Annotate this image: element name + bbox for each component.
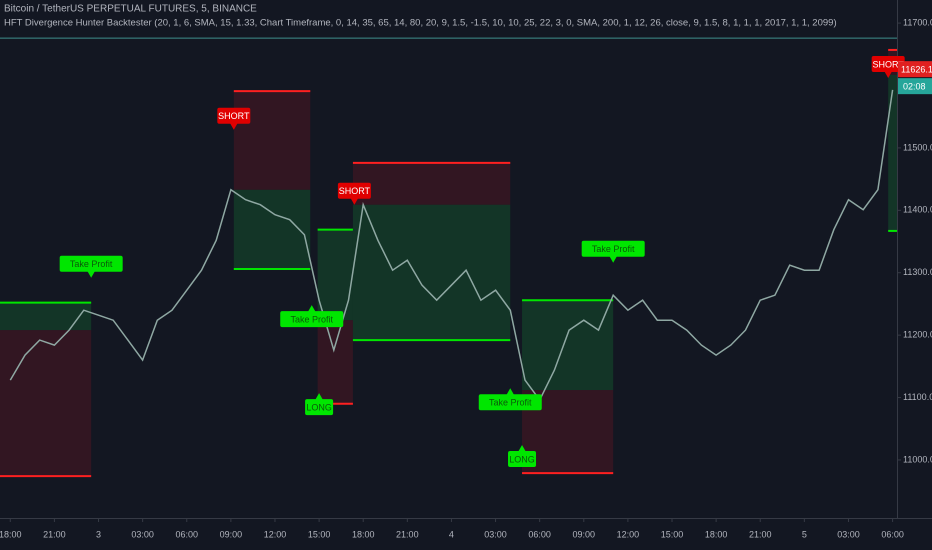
x-tick-label: 03:00 xyxy=(484,529,507,539)
x-tick-label: 21:00 xyxy=(43,529,66,539)
x-tick-label: 06:00 xyxy=(881,529,904,539)
x-tick-label: 06:00 xyxy=(528,529,551,539)
target-zone xyxy=(522,300,614,391)
stop-zone xyxy=(352,162,511,205)
x-tick-label: 06:00 xyxy=(175,529,198,539)
signal-label: Take Profit xyxy=(290,315,333,325)
signal-box xyxy=(217,107,251,124)
x-tick-label: 18:00 xyxy=(352,529,375,539)
x-tick-label: 15:00 xyxy=(661,529,684,539)
signal-box xyxy=(581,240,645,257)
signal-pointer xyxy=(518,444,527,452)
x-tick-label: 09:00 xyxy=(573,529,596,539)
signal-pointer xyxy=(87,270,96,278)
y-tick-label: 11500.00 xyxy=(903,142,932,152)
y-tick-label: 11000.00 xyxy=(903,454,932,464)
signal-box xyxy=(871,56,905,73)
x-tick-label: 18:00 xyxy=(705,529,728,539)
signal-label: Take Profit xyxy=(592,244,635,254)
x-tick-label: 18:00 xyxy=(0,529,22,539)
x-tick-label: 09:00 xyxy=(220,529,243,539)
signal-label: SHORT xyxy=(339,186,371,196)
signal-pointer xyxy=(350,197,359,205)
stop-zone xyxy=(317,320,353,404)
signal-pointer xyxy=(229,122,238,130)
signal-label: SHORT xyxy=(218,111,250,121)
stop-zone xyxy=(0,330,92,477)
signal-box xyxy=(337,182,371,199)
signal-pointer xyxy=(315,393,324,401)
signal-box xyxy=(280,311,344,328)
signal-box xyxy=(478,394,542,411)
signal-box xyxy=(305,399,334,416)
plot: Take Profit SHORT Take Profit LONG SHORT Take… xyxy=(0,37,905,478)
x-tick-label: 4 xyxy=(449,529,454,539)
signal-pointer xyxy=(307,305,316,313)
signal-pointer xyxy=(884,71,893,79)
signal-label: LONG xyxy=(306,403,332,413)
target-zone xyxy=(0,302,92,331)
x-tick-label: 03:00 xyxy=(837,529,860,539)
chart-title: Bitcoin / TetherUS PERPETUAL FUTURES, 5,… xyxy=(4,4,257,15)
indicator-legend: HFT Divergence Hunter Backtester (20, 1,… xyxy=(4,18,837,29)
signal-label: SHORT xyxy=(873,59,905,69)
signal-box xyxy=(59,255,123,272)
y-tick-label: 11200.00 xyxy=(903,330,932,340)
x-tick-label: 03:00 xyxy=(131,529,154,539)
countdown-label: 02:08 xyxy=(903,82,926,92)
x-tick-label: 12:00 xyxy=(264,529,287,539)
target-zone xyxy=(233,189,311,269)
signal-label: Take Profit xyxy=(70,259,113,269)
x-tick-label: 12:00 xyxy=(617,529,640,539)
signal-pointer xyxy=(609,255,618,263)
y-tick-label: 11700.00 xyxy=(903,17,932,27)
stop-zone xyxy=(233,91,311,190)
countdown-box xyxy=(898,78,932,95)
y-tick-label: 11100.00 xyxy=(903,392,932,402)
signal-pointer xyxy=(506,388,515,396)
x-tick-label: 21:00 xyxy=(749,529,772,539)
signal-label: LONG xyxy=(509,454,535,464)
target-zone xyxy=(888,74,897,231)
last-price-label: 11626.19 xyxy=(901,65,932,75)
target-zone xyxy=(317,229,353,321)
x-tick-label: 3 xyxy=(96,529,101,539)
y-tick-label: 11400.00 xyxy=(903,205,932,215)
signal-box xyxy=(508,450,537,467)
x-tick-label: 5 xyxy=(802,529,807,539)
y-tick-label: 11300.00 xyxy=(903,267,932,277)
price-line xyxy=(9,89,894,402)
target-zone xyxy=(352,204,511,341)
signal-label: Take Profit xyxy=(489,398,532,408)
x-tick-label: 15:00 xyxy=(308,529,331,539)
x-tick-label: 21:00 xyxy=(396,529,419,539)
last-price-box xyxy=(898,61,932,78)
